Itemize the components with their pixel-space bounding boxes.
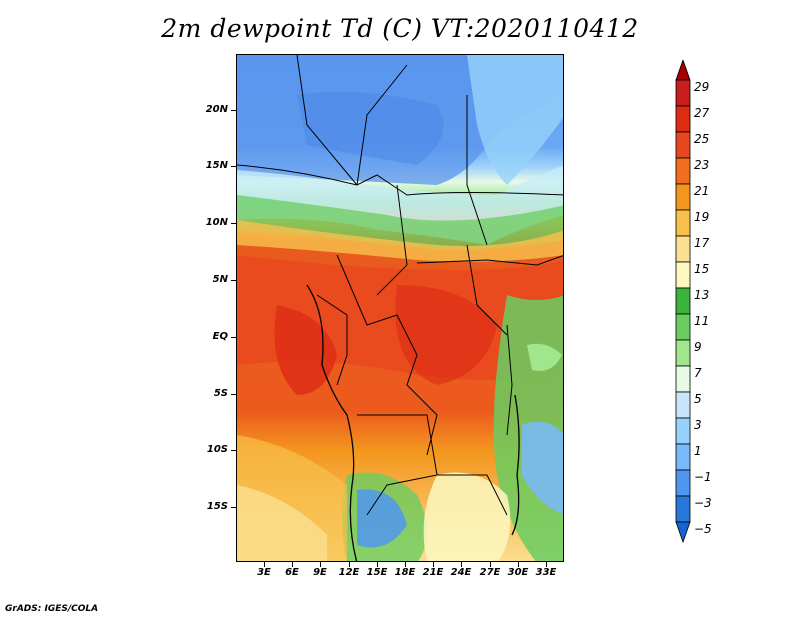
colorbar-segment (675, 443, 691, 471)
lon-label: 33E (535, 567, 557, 578)
colorbar-segment (675, 131, 691, 159)
colorbar-label: 29 (694, 80, 710, 94)
lat-label: 5N (212, 274, 228, 285)
colorbar-label: 13 (694, 288, 710, 302)
colorbar-label: 3 (694, 418, 702, 432)
lon-label: 18E (394, 567, 416, 578)
colorbar-segment (675, 521, 691, 544)
colorbar-segment (675, 60, 691, 81)
colorbar-label: 9 (694, 340, 702, 354)
lon-tick (405, 562, 406, 567)
colorbar-label: 11 (694, 314, 710, 328)
lat-tick (231, 337, 236, 338)
lat-label: 5S (213, 388, 228, 399)
lat-label: EQ (212, 331, 228, 342)
lon-label: 15E (366, 567, 388, 578)
colorbar-segment (675, 339, 691, 367)
lon-tick (461, 562, 462, 567)
colorbar-segment (675, 261, 691, 289)
dewpoint-field (237, 55, 563, 561)
lat-tick (231, 166, 236, 167)
lon-label: 12E (338, 567, 360, 578)
lat-label: 20N (205, 104, 228, 115)
lat-label: 10S (206, 444, 228, 455)
lon-label: 3E (257, 567, 271, 578)
colorbar-label: 19 (694, 210, 710, 224)
colorbar-segment (675, 79, 691, 107)
colorbar-segment (675, 417, 691, 445)
lon-tick (320, 562, 321, 567)
colorbar-label: 27 (694, 106, 710, 120)
colorbar-label: −1 (694, 470, 712, 484)
colorbar (675, 60, 691, 544)
colorbar-segment (675, 105, 691, 133)
lon-tick (264, 562, 265, 567)
colorbar-label: 25 (694, 132, 710, 146)
lon-label: 30E (507, 567, 529, 578)
colorbar-label: 21 (694, 184, 710, 198)
colorbar-segment (675, 365, 691, 393)
lon-label: 9E (313, 567, 327, 578)
colorbar-label: −3 (694, 496, 712, 510)
colorbar-label: −5 (694, 522, 712, 536)
lon-label: 24E (450, 567, 472, 578)
lon-tick (546, 562, 547, 567)
lat-tick (231, 507, 236, 508)
lat-tick (231, 280, 236, 281)
lat-tick (231, 223, 236, 224)
colorbar-label: 17 (694, 236, 710, 250)
colorbar-label: 1 (694, 444, 702, 458)
lat-tick (231, 394, 236, 395)
lon-tick (349, 562, 350, 567)
lon-label: 21E (422, 567, 444, 578)
colorbar-segment (675, 287, 691, 315)
colorbar-segment (675, 183, 691, 211)
lat-label: 10N (205, 217, 228, 228)
dewpoint-map (236, 54, 564, 562)
colorbar-segment (675, 469, 691, 497)
lon-label: 27E (479, 567, 501, 578)
colorbar-segment (675, 495, 691, 523)
lon-tick (292, 562, 293, 567)
lon-tick (433, 562, 434, 567)
lon-tick (490, 562, 491, 567)
lon-tick (518, 562, 519, 567)
colorbar-segment (675, 235, 691, 263)
lon-label: 6E (285, 567, 299, 578)
colorbar-segment (675, 313, 691, 341)
lat-tick (231, 110, 236, 111)
colorbar-segment (675, 209, 691, 237)
colorbar-label: 23 (694, 158, 710, 172)
colorbar-label: 15 (694, 262, 710, 276)
colorbar-segment (675, 157, 691, 185)
colorbar-segment (675, 391, 691, 419)
map-title: 2m dewpoint Td (C) VT:2020110412 (161, 14, 639, 43)
colorbar-label: 7 (694, 366, 702, 380)
lat-label: 15S (206, 501, 228, 512)
lat-label: 15N (205, 160, 228, 171)
lat-tick (231, 450, 236, 451)
colorbar-label: 5 (694, 392, 702, 406)
credit-text: GrADS: IGES/COLA (5, 604, 99, 614)
lon-tick (377, 562, 378, 567)
